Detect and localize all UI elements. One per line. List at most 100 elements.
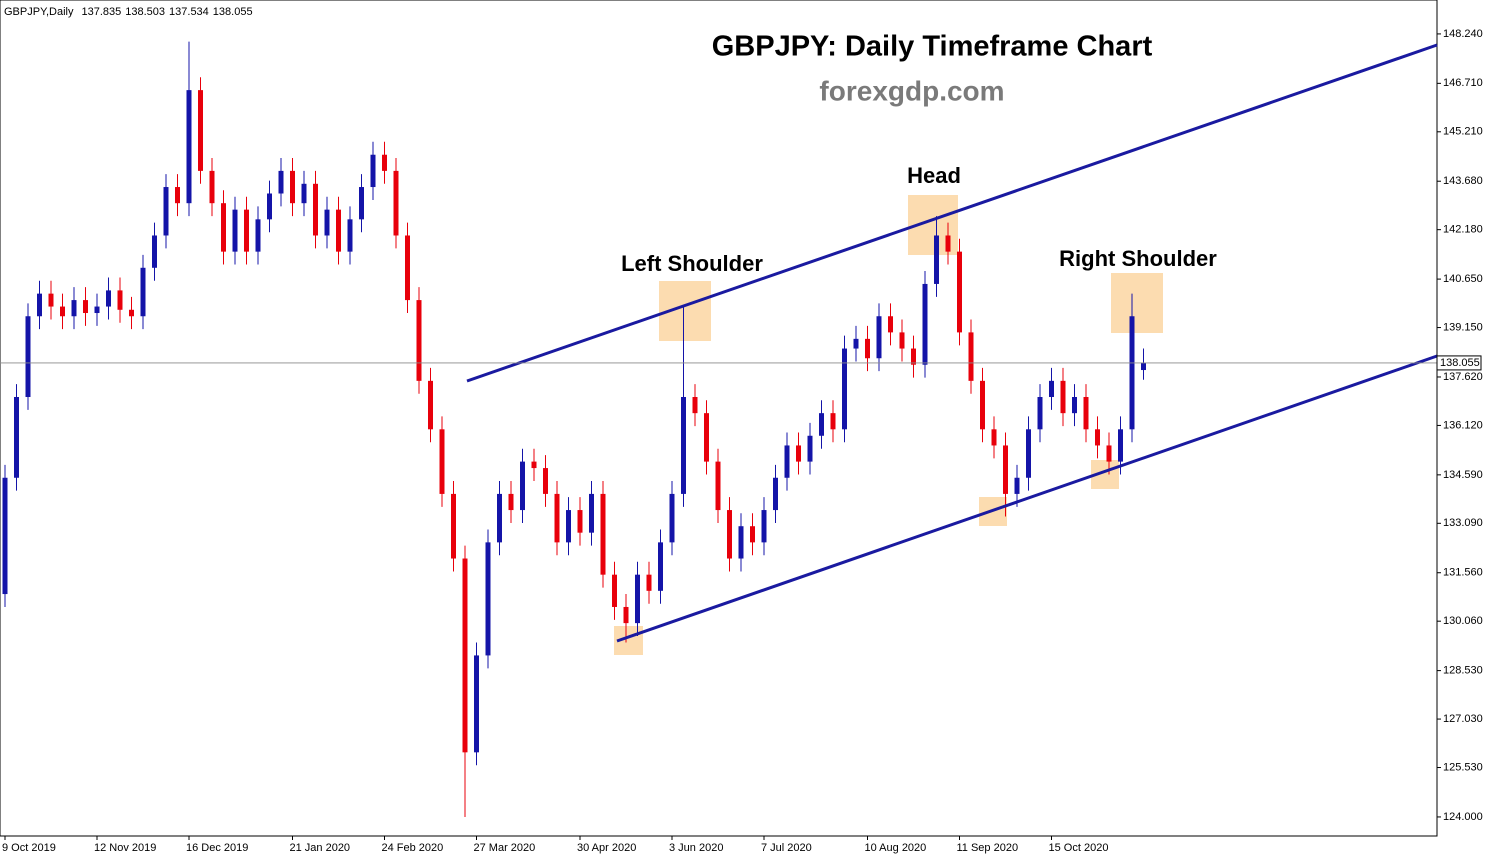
- candle-body: [198, 90, 203, 171]
- candle-body: [1095, 429, 1100, 446]
- x-tick-label: 10 Aug 2020: [865, 842, 927, 854]
- candle-body: [612, 574, 617, 607]
- candle-body: [980, 380, 985, 430]
- candle-body: [451, 493, 456, 559]
- candles: [2, 41, 1146, 817]
- candle-body: [48, 293, 54, 307]
- y-tick-label: 140.650: [1443, 273, 1483, 285]
- candle-body: [566, 510, 571, 543]
- candle-body: [635, 574, 640, 624]
- candle-body: [600, 493, 606, 575]
- candle-body: [738, 526, 744, 559]
- y-tick-label: 148.240: [1443, 28, 1483, 40]
- x-tick-label: 30 Apr 2020: [577, 842, 636, 854]
- candle-body: [991, 429, 997, 446]
- candle-body: [163, 187, 169, 236]
- open-value: 137.835: [82, 6, 122, 18]
- candle-body: [681, 397, 686, 494]
- header: GBPJPY,Daily 137.835 138.503 137.534 138.055: [4, 6, 253, 18]
- candle-body: [347, 219, 353, 252]
- candle-body: [255, 219, 261, 252]
- candle-body: [1026, 429, 1031, 478]
- candle-body: [715, 461, 721, 511]
- x-tick-label: 11 Sep 2020: [957, 842, 1019, 854]
- candle-body: [911, 348, 916, 365]
- x-tick-label: 7 Jul 2020: [761, 842, 812, 854]
- candle-body: [497, 493, 502, 543]
- y-tick-label: 142.180: [1443, 224, 1483, 236]
- candle-body: [508, 493, 514, 511]
- candle-body: [807, 435, 813, 462]
- candle-body: [462, 558, 468, 753]
- chart-title: GBPJPY: Daily Timeframe Chart: [712, 31, 1153, 63]
- candle-body: [428, 380, 433, 430]
- annotation: Head: [907, 163, 961, 188]
- candle-body: [899, 332, 905, 349]
- candle-body: [290, 170, 295, 204]
- candle-body: [658, 542, 663, 591]
- candle-body: [2, 477, 8, 595]
- candle-body: [60, 306, 65, 317]
- y-tick-label: 125.530: [1443, 761, 1483, 773]
- candle-body: [1106, 445, 1112, 462]
- candle-body: [485, 542, 491, 656]
- candle-body: [704, 413, 709, 462]
- candle-body: [945, 235, 951, 252]
- candle-body: [37, 293, 42, 317]
- candle-body: [830, 413, 836, 430]
- y-tick-label: 130.060: [1443, 615, 1483, 627]
- candle-body: [152, 235, 157, 268]
- candle-body: [221, 203, 226, 252]
- candle-body: [370, 154, 376, 188]
- candle-body: [957, 251, 962, 333]
- candle-body: [1083, 397, 1089, 430]
- candle-body: [761, 510, 767, 543]
- price-tag: [1436, 355, 1482, 371]
- candle-body: [865, 338, 870, 359]
- annotation: Right Shoulder: [1059, 246, 1217, 271]
- candle-body: [796, 445, 801, 462]
- candle-body: [324, 209, 330, 236]
- candle-body: [244, 209, 249, 252]
- candle-body: [968, 332, 974, 381]
- candle-body: [934, 235, 939, 284]
- candle-body: [186, 90, 192, 204]
- candle-body: [209, 170, 215, 204]
- candle-body: [106, 290, 111, 307]
- x-tick-label: 16 Dec 2019: [186, 842, 248, 854]
- candle-body: [382, 154, 387, 171]
- candle-body: [439, 429, 445, 494]
- candle-body: [267, 193, 272, 220]
- trend-line: [616, 354, 1438, 643]
- y-tick-label: 137.620: [1443, 371, 1483, 383]
- y-tick-label: 128.530: [1443, 665, 1483, 677]
- candle-body: [1072, 397, 1077, 414]
- candle-body: [94, 306, 100, 314]
- x-tick-label: 12 Nov 2019: [94, 842, 156, 854]
- candle-body: [71, 300, 77, 317]
- low-value: 137.534: [169, 6, 209, 18]
- symbol: GBPJPY,Daily: [4, 6, 74, 18]
- candle-body: [14, 397, 19, 478]
- x-tick-label: 21 Jan 2020: [290, 842, 351, 854]
- candle-body: [1049, 380, 1054, 398]
- candle-body: [83, 300, 88, 314]
- candle-body: [669, 493, 675, 543]
- candle-body: [727, 510, 732, 559]
- price-tag-label: 138.055: [1440, 357, 1480, 369]
- candle-body: [301, 183, 307, 204]
- candle-body: [531, 461, 537, 469]
- y-tick-label: 146.710: [1443, 77, 1483, 89]
- candle-body: [646, 574, 652, 591]
- y-tick-label: 134.590: [1443, 469, 1483, 481]
- candle-body: [623, 606, 629, 624]
- candle-body: [232, 209, 238, 252]
- candle-body: [175, 187, 180, 204]
- candle-body: [819, 413, 824, 436]
- candle-body: [359, 187, 364, 220]
- candle-body: [543, 468, 548, 494]
- candle-body: [1003, 445, 1008, 494]
- candle-body: [129, 309, 134, 317]
- y-tick-label: 127.030: [1443, 713, 1483, 725]
